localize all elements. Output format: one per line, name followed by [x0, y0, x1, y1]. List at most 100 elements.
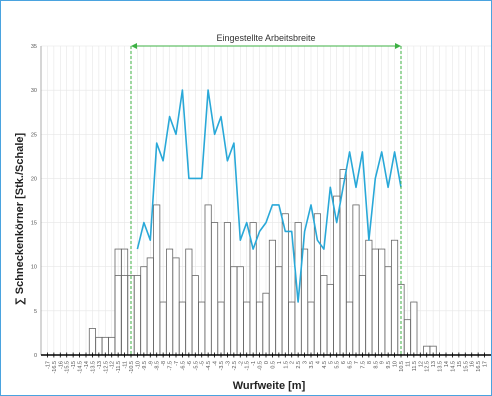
x-tick-label: 3 [303, 361, 309, 364]
arrow-right-icon [395, 43, 401, 49]
x-tick-label: -2 [238, 361, 244, 366]
bar [281, 213, 289, 356]
x-tick-label: -2.5 [232, 361, 238, 370]
bar [365, 239, 373, 356]
x-tick-label: 8.5 [373, 361, 379, 369]
bar [346, 301, 354, 356]
bar [166, 248, 174, 356]
x-tick-label: -12 [110, 361, 116, 369]
x-tick-label: 15 [457, 361, 463, 367]
x-tick-label: 13 [431, 361, 437, 367]
x-tick-label: -13 [97, 361, 103, 369]
x-axis-label: Wurfweite [m] [233, 380, 306, 392]
x-tick-label: -1.5 [245, 361, 251, 370]
bar [307, 301, 315, 356]
bar [204, 204, 212, 356]
y-axis-label: ∑ Schneckenkörner [Stk./Schale] [14, 133, 26, 306]
y-tick-label: 30 [31, 88, 37, 94]
bar [191, 275, 199, 356]
bar [378, 248, 386, 356]
x-tick-label: -15.5 [65, 361, 71, 374]
bar [133, 275, 141, 356]
bar [268, 239, 276, 356]
x-tick-label: -14.5 [78, 361, 84, 374]
bar [178, 301, 186, 356]
bars-layer [88, 169, 437, 356]
bar [153, 204, 161, 356]
x-tick-label: 11 [405, 361, 411, 367]
x-tick-label: 12 [418, 361, 424, 367]
x-tick-label: -14 [84, 361, 90, 369]
x-tick-label: 14.5 [450, 361, 456, 372]
x-tick-label: 3.5 [309, 361, 315, 369]
arrow-left-icon [131, 43, 137, 49]
bar [88, 328, 96, 356]
x-tick-label: 10 [393, 361, 399, 367]
y-tick-label: 20 [31, 176, 37, 182]
x-tick-label: 5.5 [335, 361, 341, 369]
x-tick-label: -16.5 [52, 361, 58, 374]
bar [320, 275, 328, 356]
x-tick-label: 8 [367, 361, 373, 364]
x-tick-label: -11 [123, 361, 129, 369]
y-tick-label: 5 [34, 309, 37, 315]
x-tick-label: 7 [354, 361, 360, 364]
series-line [136, 89, 402, 303]
x-tick-label: -5 [200, 361, 206, 366]
x-tick-label: -4 [213, 361, 219, 366]
x-tick-label: -9 [148, 361, 154, 366]
x-tick-label: 0 [264, 361, 270, 364]
x-tick-label: 16.5 [476, 361, 482, 372]
working-width-layer [130, 43, 402, 355]
x-tick-label: 14 [444, 361, 450, 367]
bar [288, 301, 296, 356]
x-tick-label: 15.5 [463, 361, 469, 372]
bar [262, 292, 270, 356]
bar [217, 301, 225, 356]
bar [397, 283, 405, 356]
bar [95, 336, 103, 356]
x-tick-label: -6.5 [180, 361, 186, 370]
bar [185, 248, 193, 356]
bar [371, 248, 379, 356]
x-tick-label: -0.5 [258, 361, 264, 370]
x-tick-label: 12.5 [425, 361, 431, 372]
x-tick-label: 6 [341, 361, 347, 364]
bar [114, 275, 122, 356]
bar [326, 283, 334, 356]
line-layer [136, 89, 402, 303]
x-tick-label: 9.5 [386, 361, 392, 369]
bar [236, 266, 244, 356]
x-tick-label: 16 [470, 361, 476, 367]
bar [211, 222, 219, 356]
x-tick-label: 17 [483, 361, 489, 367]
bar [101, 336, 109, 356]
x-tick-label: -7.5 [168, 361, 174, 370]
x-tick-label: 9 [380, 361, 386, 364]
x-tick-label: -17 [45, 361, 51, 369]
x-tick-label: -8.5 [155, 361, 161, 370]
x-tick-label: 11.5 [412, 361, 418, 371]
bar [121, 275, 129, 356]
x-tick-label: 7.5 [360, 361, 366, 369]
x-tick-label: -7 [174, 361, 180, 366]
x-tick-label: -5.5 [193, 361, 199, 370]
y-tick-label: 0 [34, 353, 37, 359]
working-width-annotation: Eingestellte Arbeitsbreite [216, 33, 315, 43]
x-tick-label: -16 [58, 361, 64, 369]
bar [223, 222, 231, 356]
bar [384, 266, 392, 356]
x-tick-label: -11.5 [116, 361, 122, 373]
x-tick-label: -10.5 [129, 361, 135, 374]
bar [275, 266, 283, 356]
x-tick-label: -6 [187, 361, 193, 366]
x-tick-label: -3.5 [219, 361, 225, 370]
y-tick-label: 35 [31, 44, 37, 50]
x-tick-label: 2 [290, 361, 296, 364]
bar [140, 266, 148, 356]
x-tick-label: -13.5 [90, 361, 96, 374]
x-tick-label: -15 [71, 361, 77, 369]
